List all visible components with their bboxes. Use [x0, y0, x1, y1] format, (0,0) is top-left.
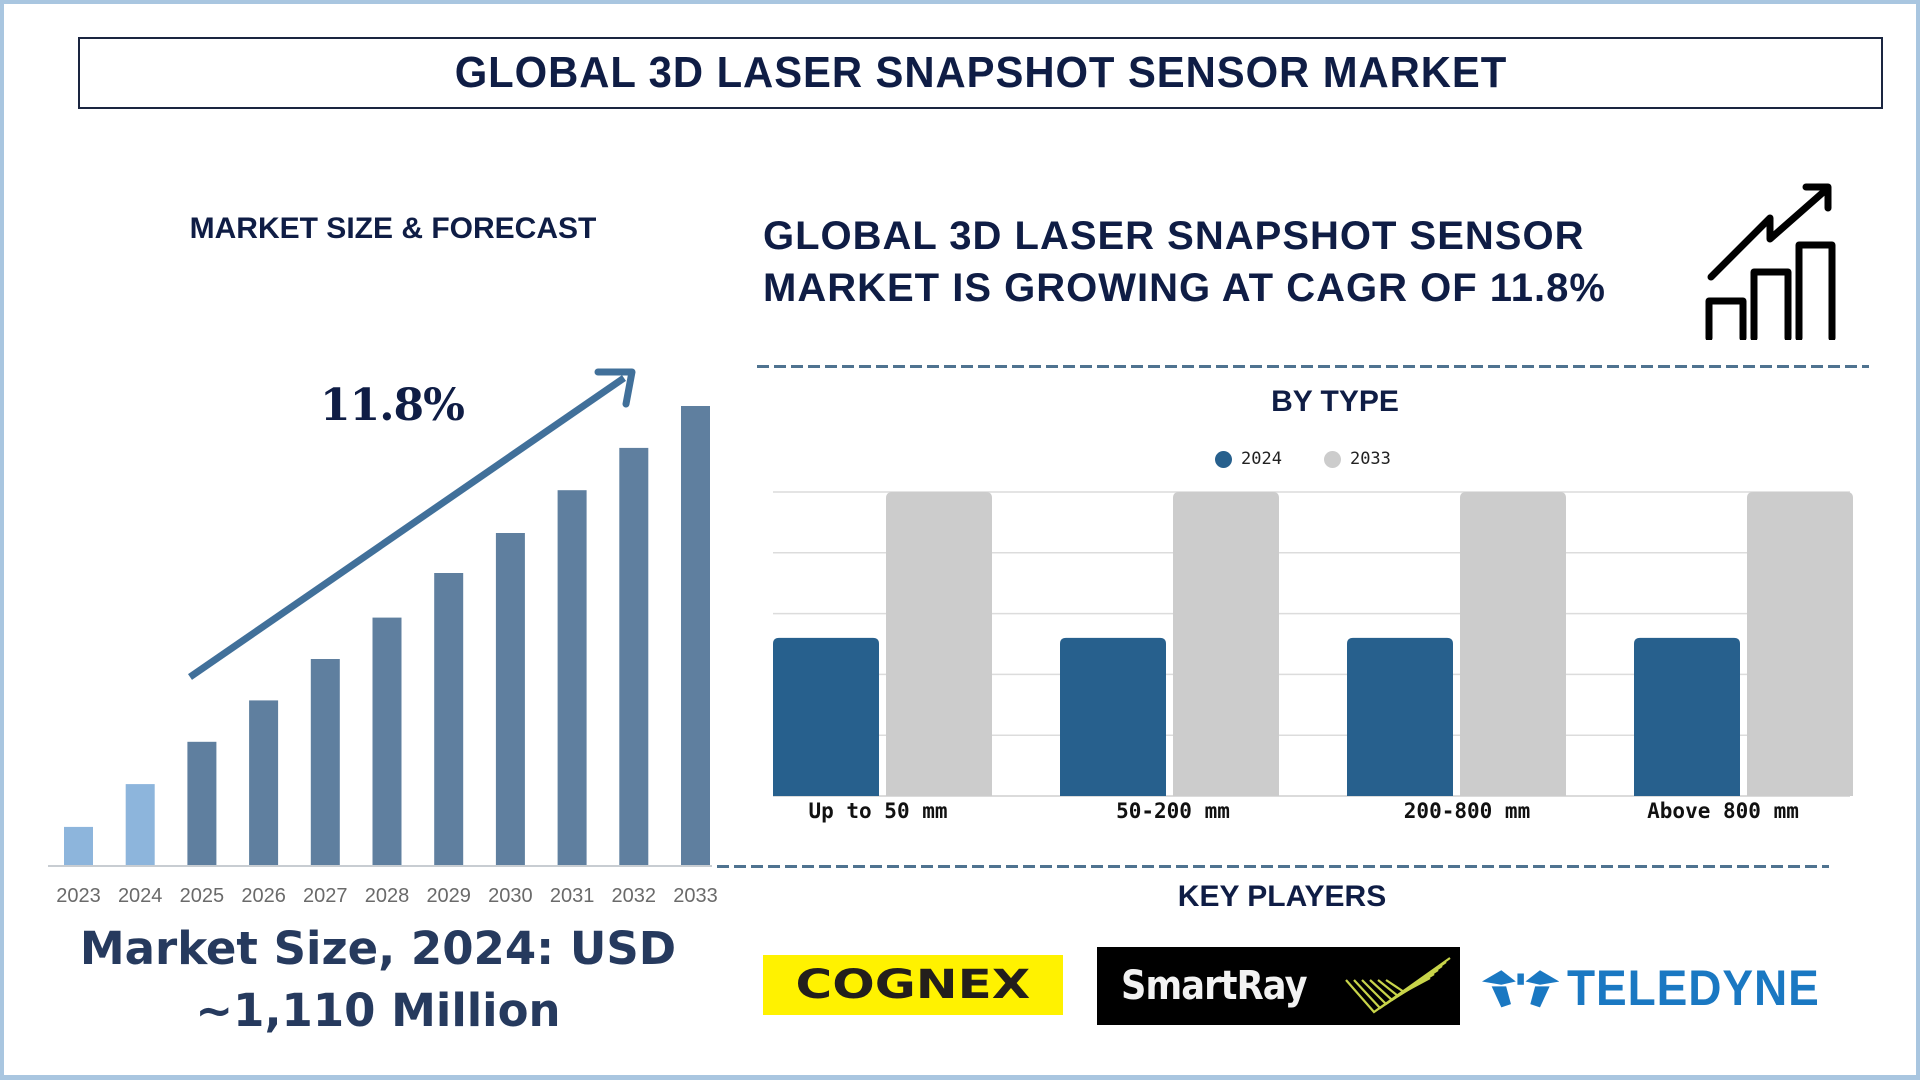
teledyne-emblem-icon — [1482, 970, 1560, 1008]
category-label: 50-200 mm — [1116, 799, 1230, 823]
bar-2026 — [249, 700, 279, 866]
legend-label-2024: 2024 — [1241, 449, 1282, 469]
legend-label-2033: 2033 — [1349, 449, 1391, 469]
bar-200-800-mm-2033 — [1460, 492, 1566, 796]
bar-up-to-50-mm-2024 — [773, 637, 879, 796]
year-label-2032: 2032 — [611, 885, 657, 907]
bar-above-800-mm-2024 — [1634, 637, 1740, 796]
category-label: Up to 50 mm — [808, 799, 948, 823]
market-forecast-chart — [48, 368, 712, 867]
cognex-logo: COGNEX — [763, 955, 1063, 1015]
market-size-line-2: ~1,110 Million — [195, 984, 561, 1037]
year-label-2033: 2033 — [673, 885, 718, 907]
cagr-annotation: 11.8% — [320, 380, 465, 431]
section-divider-top — [757, 365, 1869, 368]
year-label-2023: 2023 — [56, 885, 101, 907]
year-label-2030: 2030 — [488, 885, 533, 907]
legend-swatch-2024 — [1215, 450, 1232, 468]
bar-2031 — [557, 490, 587, 866]
year-label-2027: 2027 — [303, 885, 348, 907]
bar-50-200-mm-2024 — [1060, 637, 1166, 796]
legend-item-2033: 2033 — [1323, 449, 1391, 469]
bar-200-800-mm-2024 — [1347, 637, 1453, 796]
by-type-heading: BY TYPE — [1271, 385, 1399, 418]
bar-2032 — [619, 447, 649, 866]
year-label-2024: 2024 — [117, 885, 163, 907]
page-title: GLOBAL 3D LASER SNAPSHOT SENSOR MARKET — [454, 48, 1507, 97]
bar-2027 — [310, 659, 340, 866]
smartray-logo: SmartRay — [1097, 947, 1460, 1025]
bar-2030 — [495, 533, 525, 866]
bar-2028 — [372, 617, 402, 866]
year-label-2028: 2028 — [364, 885, 410, 907]
market-size-line-1: Market Size, 2024: USD — [79, 922, 677, 975]
smartray-check-mark-icon — [1345, 957, 1451, 1014]
category-label: Above 800 mm — [1647, 799, 1799, 823]
year-label-2025: 2025 — [179, 885, 225, 907]
by-type-chart — [773, 491, 1853, 797]
bar-above-800-mm-2033 — [1747, 492, 1853, 796]
headline-line-1: GLOBAL 3D LASER SNAPSHOT SENSOR — [763, 214, 1585, 258]
legend-item-2024: 2024 — [1215, 449, 1282, 469]
year-label-2031: 2031 — [549, 885, 595, 907]
growth-arrow-icon — [188, 368, 636, 680]
headline-line-2: MARKET IS GROWING AT CAGR OF 11.8% — [763, 266, 1606, 310]
cagr-headline: GLOBAL 3D LASER SNAPSHOT SENSOR MARKET I… — [763, 210, 1663, 314]
bar-50-200-mm-2033 — [1173, 492, 1279, 796]
bar-2024 — [125, 784, 155, 866]
bar-2029 — [434, 573, 464, 866]
bar-2025 — [187, 741, 217, 866]
bar-up-to-50-mm-2033 — [886, 492, 992, 796]
title-box: GLOBAL 3D LASER SNAPSHOT SENSOR MARKET — [78, 37, 1883, 109]
section-divider-bottom — [717, 865, 1829, 868]
teledyne-logo: TELEDYNE — [1482, 960, 1842, 1016]
category-label: 200-800 mm — [1403, 799, 1531, 823]
cognex-logo-text: COGNEX — [795, 962, 1031, 1008]
bar-2033 — [681, 406, 710, 866]
market-size-summary: Market Size, 2024: USD ~1,110 Million — [40, 918, 716, 1042]
year-label-2026: 2026 — [241, 885, 286, 907]
legend-swatch-2033 — [1323, 450, 1341, 468]
year-label-2029: 2029 — [426, 885, 471, 907]
by-type-legend: 2024 2033 — [1215, 446, 1423, 472]
market-size-forecast-heading: MARKET SIZE & FORECAST — [189, 212, 597, 245]
growth-chart-icon — [1705, 183, 1836, 340]
smartray-logo-text: SmartRay — [1121, 963, 1308, 1009]
teledyne-logo-text: TELEDYNE — [1567, 960, 1821, 1016]
bar-2023 — [64, 826, 93, 866]
key-players-heading: KEY PLAYERS — [1177, 880, 1387, 913]
